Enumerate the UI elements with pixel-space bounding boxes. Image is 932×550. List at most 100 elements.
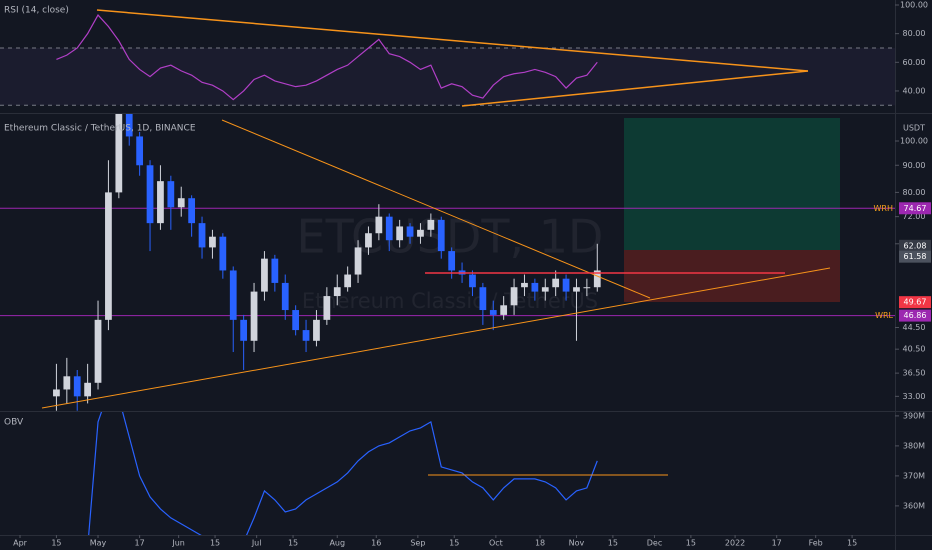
candle-body xyxy=(354,247,362,275)
x-tick-label: Jul xyxy=(251,539,262,548)
candle-body xyxy=(188,198,196,224)
candle-body xyxy=(541,287,549,292)
price-label-bg xyxy=(899,250,931,263)
y-tick-label: 370M xyxy=(903,471,925,480)
trend-line xyxy=(41,267,831,409)
candle-body xyxy=(53,389,60,397)
candle-body xyxy=(146,165,154,224)
y-tick-label: 44.50 xyxy=(903,323,926,332)
candle-body xyxy=(552,278,560,288)
stop-zone xyxy=(624,250,840,302)
candle-body xyxy=(157,181,164,224)
candle-body xyxy=(261,258,268,292)
level-name: WRL xyxy=(875,311,893,320)
candle-body xyxy=(302,330,310,341)
x-tick-label: 15 xyxy=(449,539,459,548)
pane-title: RSI (14, close) xyxy=(4,6,69,16)
candle-body xyxy=(115,114,123,193)
x-tick-label: Nov xyxy=(569,539,585,548)
price-label-bg xyxy=(899,296,931,309)
trend-line xyxy=(221,119,651,299)
price-label-bg xyxy=(899,202,931,215)
candle-body xyxy=(94,319,102,383)
candle-body xyxy=(469,274,476,288)
obv-pane xyxy=(88,412,598,535)
x-tick-label: Dec xyxy=(647,539,662,548)
candle-body xyxy=(198,223,206,248)
candle-body xyxy=(167,181,175,208)
candle-body xyxy=(593,270,601,288)
candle-body xyxy=(385,216,393,241)
candle-body xyxy=(250,291,258,341)
x-tick-label: 15 xyxy=(686,539,696,548)
candle-body xyxy=(84,382,92,397)
pane-title: Ethereum Classic / TetherUS, 1D, BINANCE xyxy=(4,124,196,134)
candle-body xyxy=(573,287,580,292)
candle-body xyxy=(396,226,404,241)
candle-body xyxy=(448,251,456,271)
currency: USDT xyxy=(903,124,925,133)
candle-body xyxy=(489,310,497,315)
candle-body xyxy=(479,287,487,311)
x-tick-label: 17 xyxy=(135,539,145,548)
price-label-bg xyxy=(899,309,931,322)
y-tick-label: 40.50 xyxy=(903,345,926,354)
candle-body xyxy=(177,198,185,208)
x-tick-label: 15 xyxy=(288,539,298,548)
candle-body xyxy=(365,233,372,248)
level-name: WRH xyxy=(874,204,893,213)
candle-body xyxy=(521,282,528,288)
candle-body xyxy=(229,270,237,320)
y-tick-label: 60.00 xyxy=(903,58,926,67)
y-tick-label: 80.00 xyxy=(903,29,926,38)
x-tick-label: 2022 xyxy=(725,539,745,548)
x-tick-label: Aug xyxy=(329,539,345,548)
candle-body xyxy=(437,219,445,252)
trend-line xyxy=(96,9,809,72)
y-tick-label: 33.00 xyxy=(903,392,926,401)
candle-body xyxy=(427,219,435,230)
pane-title: OBV xyxy=(4,418,24,428)
candle-body xyxy=(531,282,539,292)
candle-body xyxy=(417,229,424,237)
x-tick-label: Apr xyxy=(13,539,28,548)
y-tick-label: 72.00 xyxy=(903,212,926,221)
candle-body xyxy=(271,258,279,283)
y-tick-label: 40.00 xyxy=(903,86,926,95)
drawings xyxy=(41,9,831,476)
candle-body xyxy=(344,274,352,288)
x-tick-label: 15 xyxy=(210,539,220,548)
candle-body xyxy=(240,319,248,341)
candle-body xyxy=(375,216,383,234)
x-tick-label: 16 xyxy=(371,539,381,548)
candle-body xyxy=(500,305,508,315)
candle-body xyxy=(292,310,300,331)
candle-body xyxy=(313,319,320,341)
candle-body xyxy=(406,226,414,237)
y-tick-label: 100.00 xyxy=(900,136,928,145)
y-tick-label: 380M xyxy=(903,441,925,450)
x-tick-label: Oct xyxy=(489,539,503,548)
candle-body xyxy=(136,136,144,166)
candle-body xyxy=(63,376,71,390)
y-tick-label: 90.00 xyxy=(903,161,926,170)
candle-body xyxy=(333,287,341,297)
y-tick-label: 390M xyxy=(903,411,925,420)
indicator-line xyxy=(56,14,598,101)
x-tick-label: 15 xyxy=(51,539,61,548)
price-label: 46.86 xyxy=(904,311,927,320)
trend-line xyxy=(461,70,809,107)
x-tick-label: Feb xyxy=(809,539,823,548)
axes: RSI (14, close) 100.00 80.00 60.00 40.00 Ethe… xyxy=(4,1,931,548)
candle-body xyxy=(562,278,570,292)
price-label: 74.67 xyxy=(904,204,927,213)
candle-body xyxy=(105,192,112,320)
candle-body xyxy=(209,236,216,248)
candle-body xyxy=(73,376,81,397)
x-tick-label: May xyxy=(90,539,107,548)
x-tick-label: 17 xyxy=(772,539,782,548)
x-tick-label: Jun xyxy=(171,539,185,548)
